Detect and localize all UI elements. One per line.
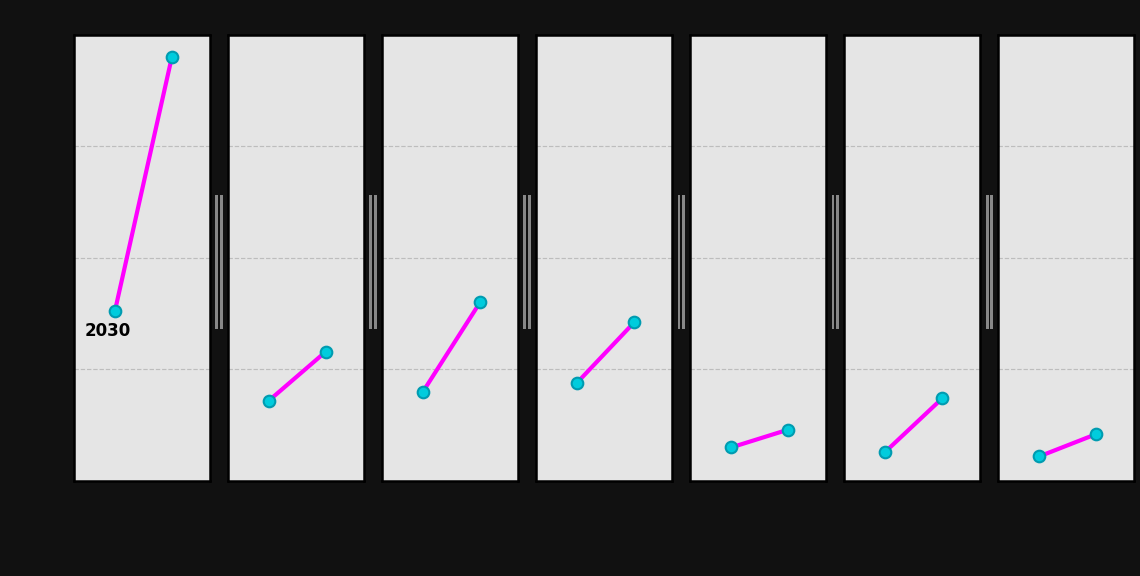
Point bbox=[163, 52, 181, 62]
Text: Praseodymium: Praseodymium bbox=[992, 514, 1140, 532]
Text: Nickel: Nickel bbox=[727, 514, 789, 532]
Point bbox=[260, 396, 278, 406]
Point bbox=[1088, 430, 1106, 439]
Point bbox=[106, 307, 124, 316]
Text: Cobalt: Cobalt bbox=[263, 514, 328, 532]
Text: Lithium: Lithium bbox=[104, 514, 180, 532]
Point bbox=[779, 425, 797, 434]
Point bbox=[876, 448, 894, 457]
Point bbox=[568, 378, 586, 388]
Text: Dysprosium: Dysprosium bbox=[545, 514, 663, 532]
Point bbox=[625, 318, 643, 327]
Point bbox=[317, 347, 335, 356]
Point bbox=[722, 443, 740, 452]
Text: Neodymium: Neodymium bbox=[852, 514, 972, 532]
Point bbox=[933, 394, 951, 403]
Text: 2030: 2030 bbox=[86, 323, 131, 340]
Text: Graphite: Graphite bbox=[406, 514, 495, 532]
Point bbox=[414, 387, 432, 396]
Point bbox=[471, 298, 489, 307]
Point bbox=[1031, 452, 1049, 461]
